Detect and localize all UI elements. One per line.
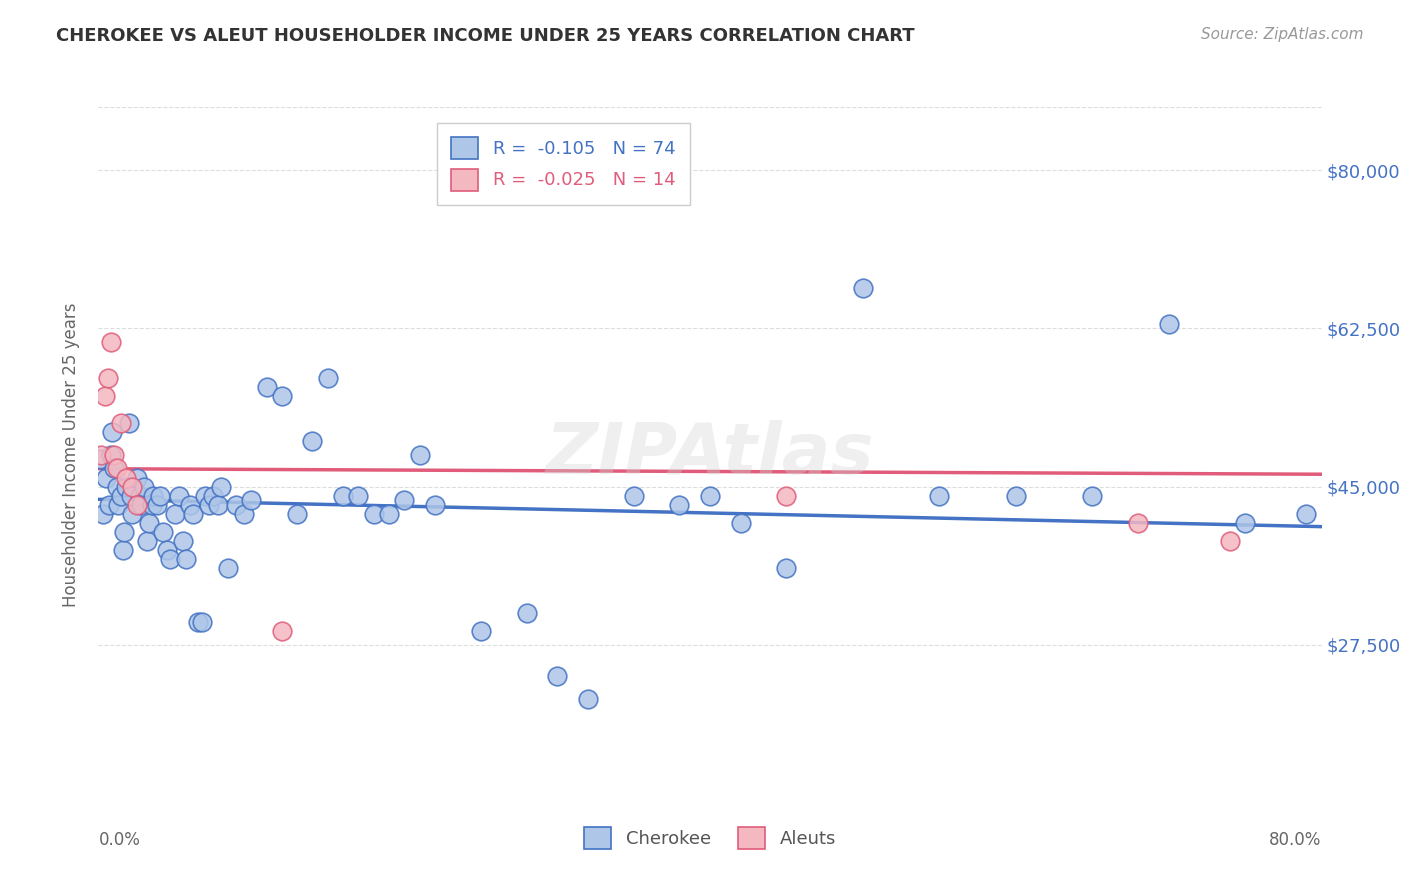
Point [699, 489, 721, 503]
Text: Source: ZipAtlas.com: Source: ZipAtlas.com [1201, 27, 1364, 42]
Point [347, 489, 370, 503]
Point [172, 533, 194, 548]
Point [115, 479, 138, 493]
Point [423, 498, 446, 512]
Point [110, 489, 132, 503]
Point [112, 524, 135, 539]
Point [134, 479, 156, 493]
Point [115, 470, 138, 484]
Point [174, 551, 197, 566]
Point [194, 489, 217, 503]
Point [169, 489, 191, 503]
Point [128, 489, 150, 503]
Point [270, 389, 292, 403]
Point [516, 606, 538, 620]
Point [1081, 489, 1104, 503]
Point [270, 624, 292, 639]
Point [101, 425, 124, 440]
Point [103, 448, 125, 462]
Point [363, 507, 385, 521]
Point [191, 615, 214, 629]
Point [120, 489, 142, 503]
Point [93, 389, 115, 403]
Point [94, 470, 117, 484]
Point [141, 498, 163, 512]
Point [105, 479, 128, 493]
Point [775, 561, 797, 575]
Point [91, 507, 114, 521]
Point [1128, 516, 1150, 530]
Point [217, 561, 239, 575]
Point [98, 498, 121, 512]
Point [89, 452, 111, 467]
Point [90, 448, 112, 462]
Point [197, 498, 219, 512]
Point [202, 489, 225, 503]
Point [207, 498, 229, 512]
Point [928, 489, 950, 503]
Point [152, 524, 174, 539]
Text: 0.0%: 0.0% [98, 830, 141, 848]
Point [149, 489, 172, 503]
Point [107, 498, 129, 512]
Point [103, 461, 125, 475]
Text: 80.0%: 80.0% [1270, 830, 1322, 848]
Point [142, 489, 165, 503]
Point [187, 615, 209, 629]
Point [125, 498, 148, 512]
Point [1219, 533, 1241, 548]
Legend: Cherokee, Aleuts: Cherokee, Aleuts [576, 820, 844, 856]
Point [470, 624, 492, 639]
Point [1295, 507, 1317, 521]
Point [256, 380, 278, 394]
Point [316, 371, 339, 385]
Point [125, 470, 148, 484]
Point [121, 507, 143, 521]
Point [408, 448, 430, 462]
Point [285, 507, 308, 521]
Y-axis label: Householder Income Under 25 years: Householder Income Under 25 years [62, 302, 80, 607]
Point [209, 479, 232, 493]
Point [100, 334, 122, 349]
Point [668, 498, 690, 512]
Point [105, 461, 128, 475]
Point [232, 507, 254, 521]
Point [121, 479, 143, 493]
Point [301, 434, 323, 449]
Point [159, 551, 181, 566]
Point [138, 516, 160, 530]
Point [240, 493, 263, 508]
Point [392, 493, 416, 508]
Point [623, 489, 645, 503]
Point [1157, 317, 1180, 331]
Text: CHEROKEE VS ALEUT HOUSEHOLDER INCOME UNDER 25 YEARS CORRELATION CHART: CHEROKEE VS ALEUT HOUSEHOLDER INCOME UND… [56, 27, 915, 45]
Point [100, 448, 122, 462]
Point [378, 507, 401, 521]
Point [546, 669, 568, 683]
Point [1234, 516, 1257, 530]
Point [145, 498, 167, 512]
Point [110, 417, 132, 431]
Point [156, 542, 179, 557]
Point [136, 533, 159, 548]
Point [225, 498, 247, 512]
Text: ZIPAtlas: ZIPAtlas [546, 420, 875, 490]
Point [111, 542, 134, 557]
Point [118, 417, 141, 431]
Point [730, 516, 752, 530]
Point [775, 489, 797, 503]
Point [97, 371, 120, 385]
Point [332, 489, 354, 503]
Point [1004, 489, 1026, 503]
Point [163, 507, 186, 521]
Point [852, 281, 875, 295]
Point [181, 507, 204, 521]
Point [129, 498, 152, 512]
Point [576, 692, 599, 706]
Point [179, 498, 201, 512]
